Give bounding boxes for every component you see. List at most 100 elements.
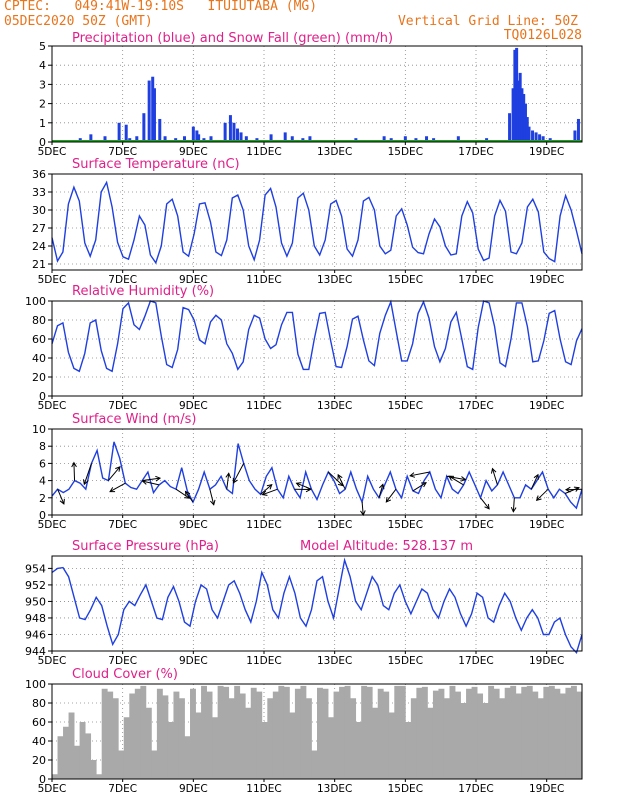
- cloud-cover-bar: [140, 685, 147, 779]
- x-tick-label: 19DEC: [529, 783, 564, 795]
- cloud-cover-bar: [294, 688, 301, 779]
- precip-bar: [223, 122, 227, 142]
- panel-frame: [51, 555, 583, 652]
- cloud-cover-bar: [576, 691, 583, 779]
- cloud-cover-bar: [521, 686, 528, 779]
- x-tick-label: 5DEC: [38, 274, 67, 286]
- x-tick-label: 5DEC: [38, 146, 67, 158]
- cloud-cover-bar: [350, 698, 357, 779]
- cloud-cover-bar: [388, 712, 395, 779]
- x-tick-label: 9DEC: [179, 655, 208, 667]
- series-line: [51, 441, 583, 510]
- x-tick-label: 11DEC: [246, 400, 281, 412]
- cloud-cover-bar: [305, 698, 312, 779]
- y-tick-label: 33: [32, 186, 46, 199]
- precip-bar: [573, 130, 577, 142]
- panel-frame: [51, 173, 583, 271]
- precip-bar: [147, 80, 151, 142]
- y-tick-label: 100: [25, 678, 46, 691]
- wind-arrow: [73, 462, 76, 481]
- cloud-cover-bar: [228, 698, 235, 779]
- x-tick-label: 11DEC: [246, 146, 281, 158]
- y-tick-label: 948: [25, 612, 46, 625]
- x-tick-label: 15DEC: [388, 274, 423, 286]
- x-tick-label: 13DEC: [317, 655, 352, 667]
- cloud-cover-bar: [322, 688, 329, 779]
- cloud-cover-bar: [162, 695, 169, 779]
- cloud-cover-bar: [515, 693, 522, 779]
- y-tick-label: 0: [39, 136, 46, 149]
- wind-arrow: [385, 488, 397, 503]
- wind-arrow: [107, 466, 121, 481]
- cloud-cover-bar: [421, 686, 428, 779]
- precip-bar: [103, 136, 107, 142]
- wind-arrow-head: [533, 473, 539, 480]
- grid-note: Vertical Grid Line: 50Z: [397, 14, 578, 29]
- x-tick-label: 9DEC: [179, 146, 208, 158]
- precip-bar: [183, 136, 186, 142]
- x-tick-label: 5DEC: [38, 783, 67, 795]
- cloud-cover-bar: [559, 693, 566, 779]
- y-tick-label: 60: [32, 716, 46, 729]
- cloud-cover-bar: [63, 726, 69, 779]
- y-tick-label: 944: [25, 645, 46, 658]
- wind-arrow-head: [82, 479, 89, 486]
- wind-arrow-head: [490, 467, 497, 474]
- wind-arrow-head: [385, 496, 392, 503]
- cloud-cover-bar: [107, 691, 114, 779]
- cloud-cover-bar: [178, 698, 185, 779]
- panel-frame: [51, 683, 583, 780]
- cloud-cover-bar: [261, 722, 268, 779]
- wind-arrow: [536, 488, 549, 501]
- precip-bar: [308, 136, 312, 142]
- y-tick-label: 3: [39, 78, 46, 91]
- wind-arrow-head: [115, 466, 121, 472]
- cloud-cover-bar: [101, 688, 108, 779]
- y-tick-label: 60: [32, 333, 46, 346]
- wind-arrow: [226, 473, 230, 490]
- cloud-cover-bar: [201, 685, 207, 779]
- cloud-cover-bar: [355, 722, 362, 779]
- wind-arrow: [209, 489, 215, 505]
- model-code: TQ0126L028: [503, 28, 582, 43]
- precip-bar: [538, 134, 542, 142]
- cloud-cover-bar: [383, 691, 390, 779]
- cloud-cover-bar: [377, 688, 384, 779]
- x-tick-label: 19DEC: [529, 146, 564, 158]
- cloud-cover-bar: [427, 707, 434, 779]
- cloud-cover-bar: [212, 717, 219, 779]
- cloud-cover-bar: [267, 698, 274, 779]
- cloud-cover-bar: [537, 698, 544, 779]
- x-tick-label: 17DEC: [458, 400, 493, 412]
- precip-bar: [518, 72, 522, 142]
- x-tick-label: 17DEC: [458, 655, 493, 667]
- series-line: [51, 299, 583, 373]
- x-tick-label: 13DEC: [317, 274, 352, 286]
- panel-title: Surface Temperature (nC): [72, 157, 240, 172]
- precip-bar: [236, 128, 239, 142]
- x-tick-label: 5DEC: [38, 519, 67, 531]
- cloud-cover-bar: [289, 712, 296, 779]
- panel-title: Precipitation (blue) and Snow Fall (gree…: [72, 31, 393, 46]
- cloud-cover-bar: [493, 688, 500, 779]
- cloud-cover-bar: [300, 685, 307, 779]
- wind-arrow: [83, 463, 92, 485]
- precip-bar: [89, 134, 93, 142]
- x-tick-label: 17DEC: [458, 146, 493, 158]
- x-tick-label: 15DEC: [388, 519, 423, 531]
- precip-bar: [534, 132, 538, 142]
- wind-arrow: [448, 475, 464, 486]
- cloud-cover-bar: [256, 691, 263, 779]
- x-tick-label: 15DEC: [388, 400, 423, 412]
- x-tick-label: 7DEC: [108, 146, 137, 158]
- wind-arrow: [260, 484, 273, 495]
- cloud-cover-bar: [510, 685, 517, 779]
- precip-bar: [158, 118, 162, 142]
- precip-bar: [531, 130, 535, 142]
- wind-arrow-head: [71, 461, 77, 468]
- y-tick-label: 5: [39, 40, 46, 53]
- precip-bar: [525, 117, 529, 142]
- cloud-cover-bar: [477, 693, 484, 779]
- wind-arrow-head: [564, 486, 571, 493]
- x-tick-label: 9DEC: [179, 519, 208, 531]
